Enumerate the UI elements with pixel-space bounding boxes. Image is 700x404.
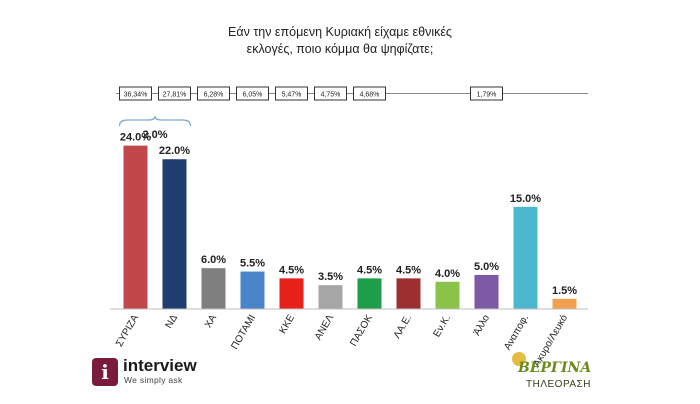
difference-bracket: 2.0% [118, 115, 192, 141]
bar-4 [240, 271, 265, 309]
bar-value-label: 4.5% [279, 264, 304, 276]
bar-3 [201, 268, 226, 309]
category-label: ΣΥΡΙΖΑ [114, 313, 141, 349]
bar-12 [552, 298, 577, 309]
bar-value-label: 4.0% [435, 268, 460, 280]
category-label: ΝΔ [164, 313, 181, 331]
vergina-sun-icon [512, 352, 526, 366]
vergina-logo-name: ΒΕΡΓΙΝΑ [518, 360, 592, 376]
bar-5 [279, 278, 304, 309]
reference-result-box [119, 86, 152, 101]
chart-title: Εάν την επόμενη Κυριακή είχαμε εθνικές ε… [150, 24, 530, 58]
reference-result-box [197, 86, 230, 101]
category-label: ΠΟΤΑΜΙ [229, 313, 258, 352]
bar-value-label: 3.5% [318, 271, 343, 283]
reference-result-value: 1,79% [477, 92, 497, 99]
category-label: ΠΑΣΟΚ [348, 313, 375, 349]
interview-logo-tagline: We simply ask [124, 375, 183, 385]
bar-value-label: 4.5% [396, 264, 421, 276]
title-line-2: εκλογές, ποιο κόμμα θα ψηφίζατε; [246, 42, 434, 56]
reference-result-box [236, 86, 269, 101]
vergina-logo: ΒΕΡΓΙΝΑ ΤΗΛΕΟΡΑΣΗ [512, 352, 598, 396]
reference-result-box [353, 86, 386, 101]
bars: 24.0% ΣΥΡΙΖΑ 22.0% ΝΔ 6.0% ΧΑ 5.5% ΠΟΤΑΜΙ 4.5% ΚΚ… [114, 132, 577, 369]
bar-value-label: 22.0% [159, 145, 190, 157]
category-label: ΧΑ [203, 313, 219, 330]
bar-value-label: 5.0% [474, 261, 499, 273]
reference-result-box [275, 86, 308, 101]
bar-1 [123, 145, 148, 309]
bar-8 [396, 278, 421, 309]
reference-result-value: 6,28% [204, 92, 224, 99]
reference-result-value: 4,68% [360, 92, 380, 99]
reference-result-value: 27,81% [163, 92, 187, 99]
interview-logo-name: interview [123, 356, 197, 375]
bar-2 [162, 159, 187, 309]
category-label: Αναποφ. [502, 313, 531, 352]
reference-result-value: 4,75% [321, 92, 341, 99]
bar-value-label: 6.0% [201, 254, 226, 266]
reference-result-box [470, 86, 503, 101]
category-label: Εν.Κ. [432, 313, 453, 339]
title-line-1: Εάν την επόμενη Κυριακή είχαμε εθνικές [228, 25, 452, 39]
category-label: ΑΝΕΛ [313, 313, 336, 342]
category-label: ΛΑ.Ε. [392, 313, 414, 341]
bar-value-label: 4.5% [357, 264, 382, 276]
reference-results-row: 36,34% 27,81% 6,28% 6,05% 5,47% 4,75% 4,68% 1,7… [116, 86, 588, 101]
bar-6 [318, 285, 343, 309]
bar-11 [513, 206, 538, 309]
category-label: Άλλο [472, 313, 493, 338]
difference-brace [118, 115, 192, 127]
reference-result-value: 6,05% [243, 92, 263, 99]
reference-result-value: 36,34% [124, 92, 148, 99]
bar-7 [357, 278, 382, 309]
vergina-logo-sub: ΤΗΛΕΟΡΑΣΗ [526, 379, 591, 390]
bar-value-label: 1.5% [552, 285, 577, 297]
difference-value: 2.0% [142, 129, 167, 141]
interview-logo-icon: i [92, 358, 118, 386]
bar-9 [435, 281, 460, 309]
bar-value-label: 5.5% [240, 258, 265, 270]
bar-value-label: 24.0% [120, 132, 151, 144]
bar-10 [474, 274, 499, 309]
bar-value-label: 15.0% [510, 193, 541, 205]
reference-result-box [314, 86, 347, 101]
reference-result-box [158, 86, 191, 101]
category-label: ΚΚΕ [278, 313, 298, 336]
reference-result-value: 5,47% [282, 92, 302, 99]
